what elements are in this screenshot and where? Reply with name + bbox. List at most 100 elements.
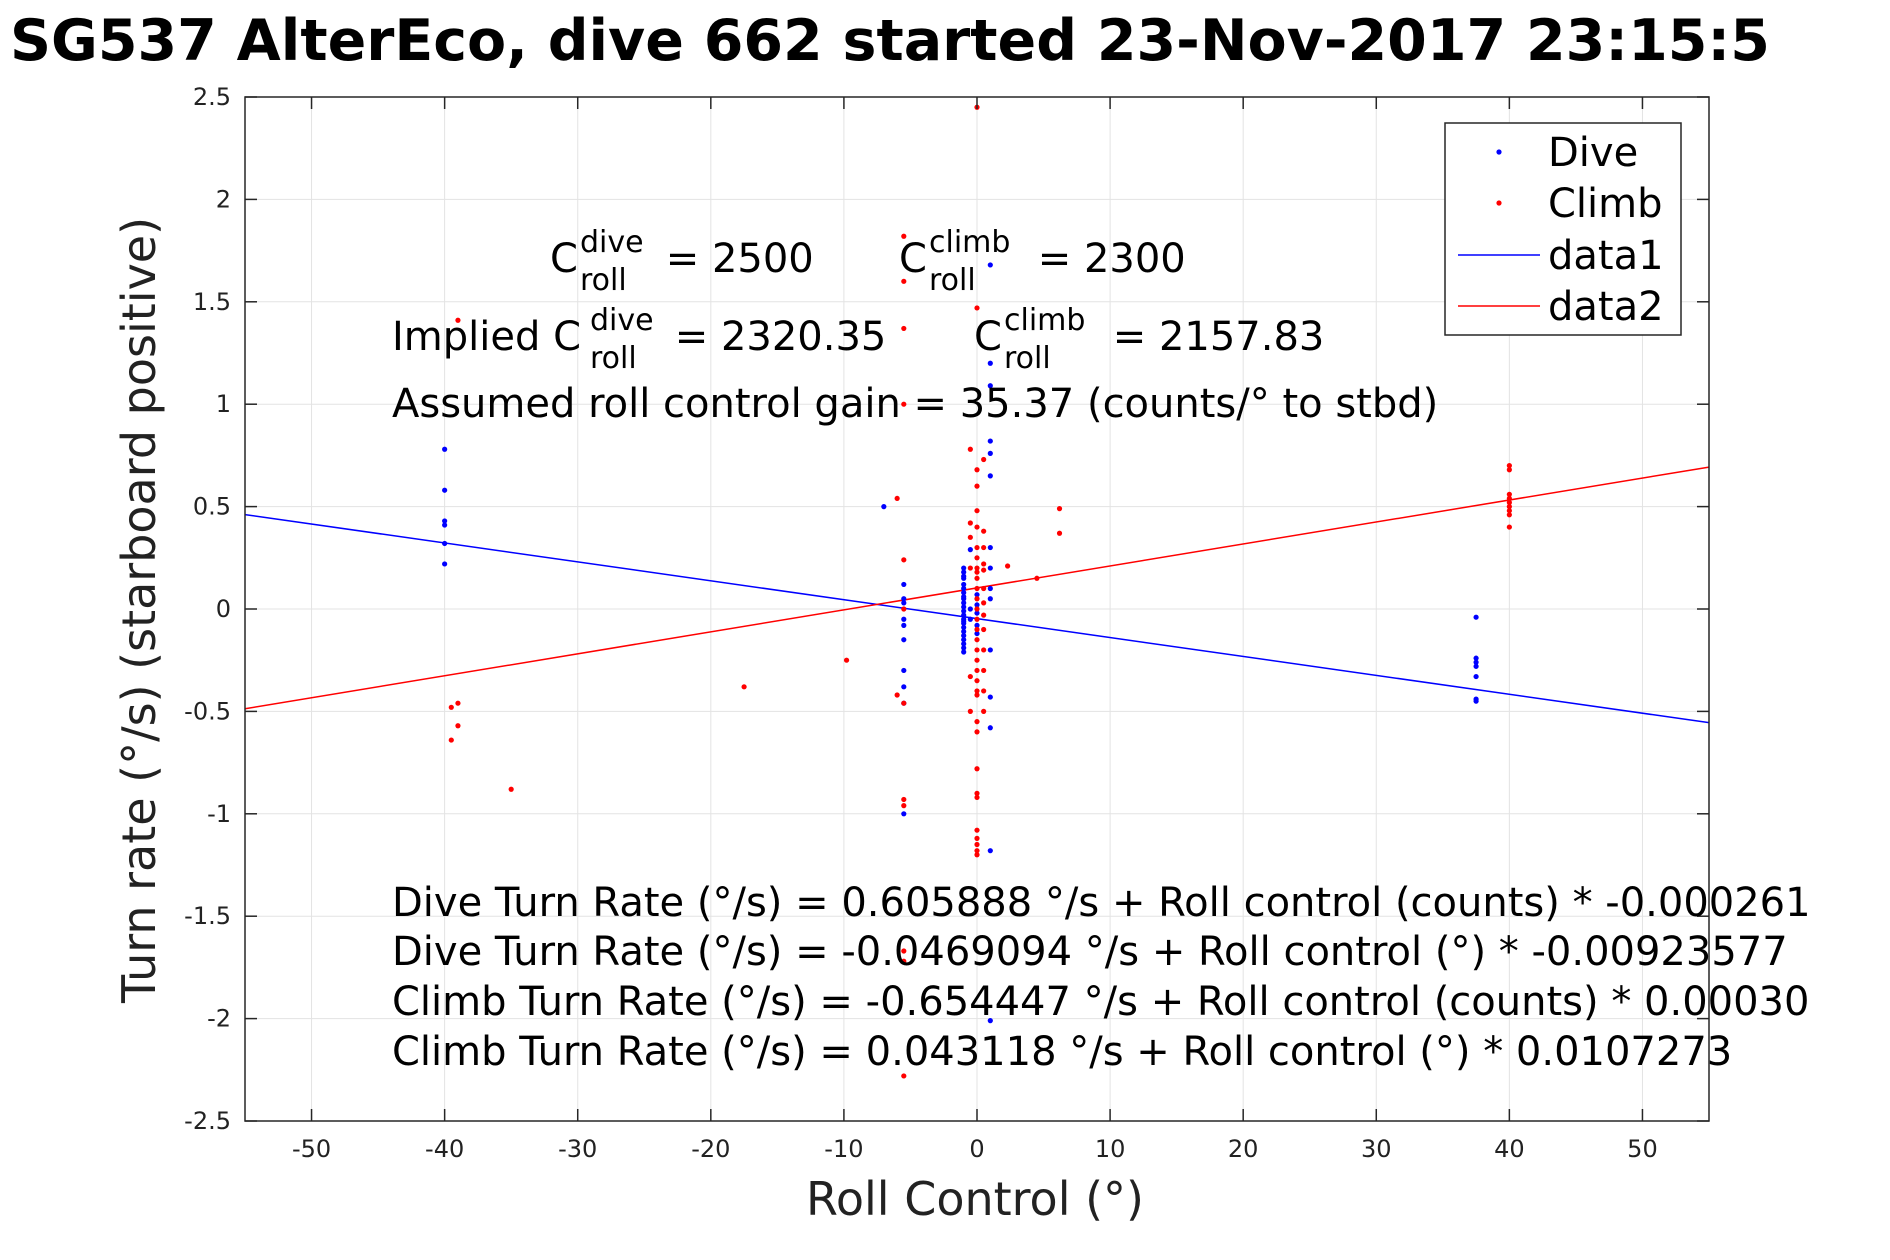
- climb-point: [901, 700, 907, 706]
- y-tick-label: -2: [207, 1005, 231, 1033]
- climb-point: [974, 585, 980, 592]
- dive-point: [961, 573, 967, 579]
- climb-point: [974, 852, 980, 858]
- climb-point: [508, 786, 514, 792]
- legend-data1-label: data1: [1548, 233, 1664, 279]
- dive-point: [987, 725, 993, 731]
- dive-point: [961, 618, 967, 624]
- climb-point: [901, 948, 907, 954]
- climb-point: [974, 692, 980, 698]
- climb-point: [974, 647, 980, 653]
- climb-point: [974, 508, 980, 514]
- dive-point: [442, 561, 448, 567]
- dive-point: [901, 616, 907, 622]
- y-tick-label: 1: [216, 390, 231, 418]
- x-tick-label: -30: [558, 1135, 597, 1163]
- c-roll-climb-sub: roll: [929, 263, 976, 298]
- legend-dive-label: Dive: [1548, 130, 1638, 176]
- climb-point: [901, 1073, 907, 1079]
- climb-point: [981, 561, 987, 567]
- climb-point: [974, 626, 980, 633]
- dive-point: [901, 811, 907, 817]
- climb-point: [967, 708, 973, 715]
- equation-climb-counts: Climb Turn Rate (°/s) = -0.654447 °/s + …: [392, 979, 1809, 1025]
- dive-point: [442, 446, 448, 452]
- dive-point: [881, 504, 887, 510]
- dive-point: [1473, 614, 1479, 620]
- climb-point: [448, 704, 454, 710]
- dive-point: [1473, 698, 1479, 704]
- implied-climb-sub: roll: [1004, 341, 1051, 376]
- dive-point: [974, 622, 980, 628]
- climb-point: [1056, 506, 1063, 512]
- x-tick-label: -10: [824, 1135, 863, 1163]
- climb-point: [974, 678, 980, 684]
- climb-point: [901, 233, 907, 239]
- dive-point: [901, 684, 907, 690]
- chart-title: SG537 AlterEco, dive 662 started 23-Nov-…: [10, 8, 1770, 74]
- climb-point: [974, 524, 980, 530]
- dive-point: [967, 606, 973, 612]
- dive-point: [1473, 659, 1479, 665]
- climb-point: [974, 305, 980, 311]
- climb-point: [1506, 495, 1512, 502]
- climb-point: [974, 729, 980, 735]
- dive-point: [967, 616, 973, 622]
- climb-point: [967, 565, 973, 571]
- dive-point: [1473, 673, 1479, 680]
- y-tick-label: -0.5: [184, 697, 231, 725]
- climb-point: [1506, 467, 1512, 473]
- c-roll-annotations: C dive roll = 2500 C climb roll = 2300 I…: [392, 225, 1438, 427]
- climb-point: [974, 569, 980, 575]
- dive-point: [901, 622, 907, 628]
- climb-point: [901, 803, 907, 809]
- climb-point: [974, 766, 980, 772]
- dive-point: [987, 1018, 993, 1024]
- dive-point: [901, 667, 907, 674]
- climb-point: [981, 456, 987, 463]
- dive-point: [901, 600, 907, 606]
- dive-point: [987, 565, 993, 571]
- x-tick-label: 30: [1361, 1135, 1392, 1163]
- gain-annotation: Assumed roll control gain = 35.37 (count…: [392, 381, 1438, 427]
- dive-point: [901, 581, 907, 588]
- climb-point: [455, 700, 461, 706]
- dive-point: [961, 594, 967, 600]
- climb-point: [974, 616, 980, 622]
- dive-point: [961, 565, 967, 571]
- climb-point: [1506, 491, 1512, 497]
- dive-point: [442, 487, 448, 493]
- climb-point: [1005, 563, 1011, 569]
- climb-point: [1506, 512, 1512, 518]
- climb-point: [974, 827, 980, 833]
- c-roll-dive-sub: roll: [580, 263, 627, 298]
- x-tick-label: 20: [1228, 1135, 1259, 1163]
- climb-point: [974, 596, 980, 602]
- dive-point: [967, 547, 973, 553]
- x-tick-label: -50: [292, 1135, 331, 1163]
- climb-point: [974, 544, 980, 551]
- climb-point: [981, 567, 987, 573]
- legend-climb-marker: [1496, 200, 1502, 206]
- climb-point: [974, 483, 980, 489]
- fit-equations: Dive Turn Rate (°/s) = 0.605888 °/s + Ro…: [392, 880, 1811, 1075]
- dive-point: [961, 649, 967, 655]
- climb-point: [741, 684, 747, 690]
- climb-point: [967, 534, 973, 540]
- y-axis-label: Turn rate (°/s) (starboard positive): [112, 217, 166, 1004]
- c-roll-dive-value: = 2500: [653, 236, 814, 282]
- dive-point: [987, 585, 993, 592]
- c-roll-dive-sup: dive: [580, 225, 644, 260]
- dive-point: [442, 518, 448, 524]
- dive-point: [961, 645, 967, 651]
- dive-point: [961, 637, 967, 643]
- implied-dive-sub: roll: [590, 341, 637, 376]
- climb-point: [1506, 504, 1512, 510]
- climb-point: [974, 565, 980, 571]
- climb-point: [974, 575, 980, 581]
- climb-point: [901, 401, 907, 407]
- climb-point: [974, 555, 980, 561]
- climb-point: [974, 841, 980, 848]
- climb-point: [901, 958, 907, 964]
- climb-point: [1506, 463, 1512, 469]
